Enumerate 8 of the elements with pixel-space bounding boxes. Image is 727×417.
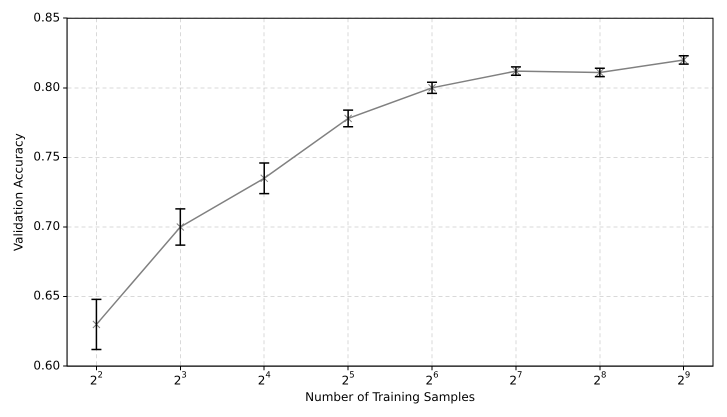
y-axis-title: Validation Accuracy — [11, 133, 26, 252]
x-axis-title: Number of Training Samples — [305, 390, 475, 404]
y-tick-label: 0.80 — [33, 80, 60, 94]
y-tick-label: 0.75 — [33, 150, 60, 164]
y-tick-label: 0.70 — [33, 219, 60, 234]
y-tick-label: 0.60 — [33, 358, 60, 372]
y-tick-label: 0.65 — [33, 288, 60, 303]
y-tick-label: 0.85 — [33, 10, 60, 24]
